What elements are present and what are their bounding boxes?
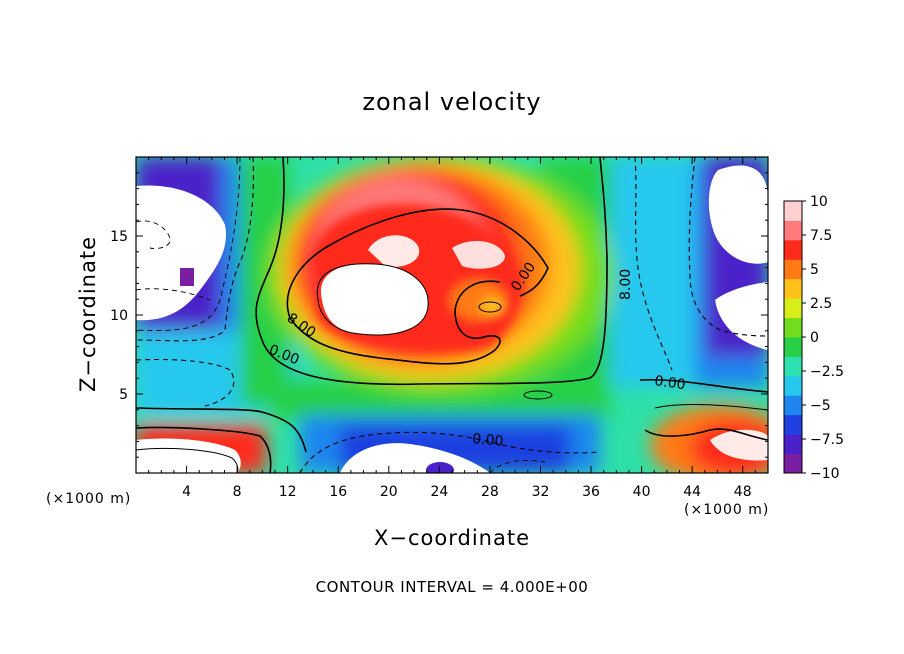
contour-interval-note: CONTOUR INTERVAL = 4.000E+00	[315, 578, 589, 596]
colorbar-tick-label: −2.5	[810, 364, 844, 380]
x-tick-label: 28	[481, 484, 499, 500]
colorbar-swatch	[784, 375, 802, 396]
colorbar-tick-label: −10	[810, 466, 840, 482]
colorbar-swatch	[784, 395, 802, 416]
colorbar-swatch	[784, 239, 802, 260]
x-tick-label: 36	[582, 484, 600, 500]
contour-label: 8.00	[618, 269, 634, 300]
colorbar-tick-label: 2.5	[810, 296, 832, 312]
colorbar: 10 7.5 5 2.5 0 −2.5 −5 −7.5 −10	[783, 194, 844, 482]
x-axis: 4 8 12 16 20 24 28 32 36 40 44 48	[148, 157, 756, 500]
colorbar-swatch	[784, 434, 802, 455]
colorbar-swatch	[784, 356, 802, 377]
colorbar-tick-label: 5	[810, 262, 819, 278]
colorbar-tick-label: −7.5	[810, 432, 844, 448]
x-tick-label: 24	[430, 484, 448, 500]
x-tick-label: 40	[633, 484, 651, 500]
colorbar-swatch	[784, 337, 802, 357]
contour-label: 0.00	[472, 431, 504, 450]
colorbar-swatch	[784, 278, 802, 299]
y-tick-label: 15	[110, 229, 128, 245]
y-tick-label: 10	[110, 308, 128, 324]
colorbar-swatch	[784, 317, 802, 338]
y-tick-label: 5	[119, 387, 128, 403]
y-axis: 5 10 15	[110, 172, 768, 458]
colorbar-swatch	[784, 414, 802, 435]
x-tick-label: 48	[734, 484, 752, 500]
x-tick-label: 8	[233, 484, 242, 500]
x-tick-label: 16	[329, 484, 347, 500]
colorbar-tick-label: −5	[810, 398, 831, 414]
x-axis-label: X−coordinate	[374, 526, 530, 550]
x-tick-label: 4	[182, 484, 191, 500]
chart-title: zonal velocity	[362, 88, 542, 116]
colorbar-tick-label: 0	[810, 330, 819, 346]
x-tick-label: 44	[683, 484, 701, 500]
colorbar-swatch	[784, 220, 802, 241]
contour-label: 0.00	[653, 373, 686, 393]
colorbar-swatch	[784, 298, 802, 319]
colorbar-tick-label: 10	[810, 194, 828, 210]
colorbar-swatch	[784, 259, 802, 280]
colorbar-swatch	[784, 453, 802, 474]
x-unit-label-left: (×1000 m)	[46, 491, 132, 507]
heatmap-field	[136, 157, 768, 473]
x-tick-label: 32	[532, 484, 550, 500]
x-unit-label-right: (×1000 m)	[684, 502, 770, 518]
colorbar-swatch	[784, 201, 802, 221]
x-tick-label: 12	[279, 484, 297, 500]
x-tick-label: 20	[380, 484, 398, 500]
colorbar-tick-label: 7.5	[810, 228, 832, 244]
